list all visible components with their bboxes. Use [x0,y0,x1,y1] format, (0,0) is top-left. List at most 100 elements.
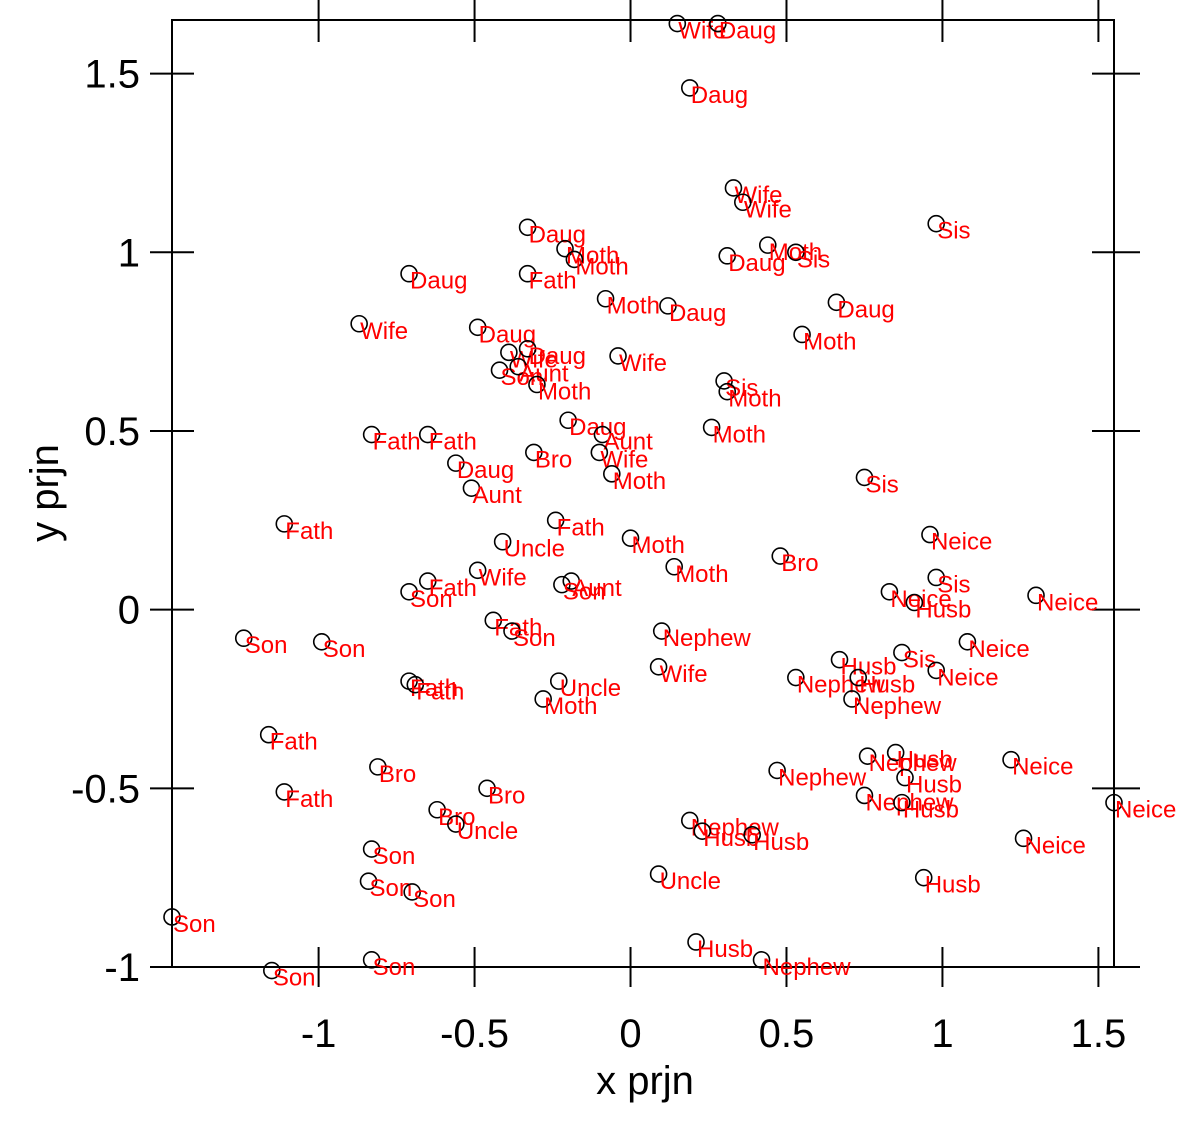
x-tick-label: -1 [301,1012,337,1056]
data-point: Husb [743,825,809,856]
data-point: Neice [927,661,999,691]
data-point: Neice [1014,829,1086,859]
point-marker [500,343,518,362]
point-label: Daug [457,457,514,484]
point-marker [503,622,521,640]
point-label: Daug [728,250,785,277]
data-point: Wife [649,658,708,688]
point-marker [359,872,378,891]
point-marker [849,668,868,687]
data-point: Moth [718,382,782,413]
point-label: Sis [937,571,970,598]
point-label: Fath [270,729,318,756]
point-marker [693,822,712,841]
data-point: Son [163,908,216,938]
data-point: Husb [914,868,981,899]
point-marker [163,908,181,926]
data-point: Fath [259,725,318,756]
data-point: Bro [428,800,475,831]
point-marker [549,672,568,690]
data-point: Nephew [680,811,780,841]
data-point: Son [400,582,453,613]
point-marker [462,479,481,497]
point-marker [927,568,946,587]
data-point: Uncle [447,815,518,845]
point-label: Fath [410,675,458,702]
data-point: Sis [893,643,936,674]
point-marker [418,425,437,444]
data-point: Husb [893,793,959,824]
data-point: Husb [896,768,962,799]
data-point: Nephew [858,747,957,777]
point-label: Daug [669,300,726,327]
point-label: Son [501,364,544,391]
point-label: Wife [734,182,782,209]
point-marker [400,582,418,601]
point-label: Uncle [457,818,518,845]
x-tick-label: 0 [619,1012,641,1056]
point-label: Daug [837,296,894,323]
data-point: Neice [1002,750,1073,781]
point-label: Aunt [603,429,653,456]
point-marker [509,357,528,376]
point-marker [659,297,677,315]
data-point: Son [403,883,456,913]
point-label: Fath [285,518,333,545]
point-marker [914,868,933,887]
point-label: Uncle [504,536,565,563]
point-marker [621,529,640,547]
point-label: Moth [632,532,685,559]
point-label: Husb [915,596,971,623]
point-label: Daug [691,82,748,109]
point-label: Husb [925,872,981,899]
point-marker [1002,750,1020,769]
point-label: Husb [697,936,753,963]
point-label: Fath [285,786,333,813]
point-label: Sis [725,375,758,402]
point-marker [680,811,699,830]
point-label: Bro [379,761,416,788]
data-point: Son [362,951,415,981]
point-marker [609,347,627,365]
point-label: Wife [600,446,648,473]
y-tick-label: 1 [118,231,140,275]
point-marker [546,511,565,530]
data-point: Uncle [649,865,721,895]
point-marker [927,661,946,680]
data-point: Wife [350,314,408,345]
point-label: Nephew [691,814,780,841]
data-point: Daug [680,79,748,109]
point-label: Husb [703,825,759,852]
point-label: Son [373,843,416,870]
point-label: Daug [410,268,467,295]
data-point: Wife [724,179,782,209]
point-label: Uncle [660,868,721,895]
data-point: Fath [518,264,577,295]
point-label: Bro [535,446,572,473]
point-marker [259,725,278,744]
data-point: Son [490,361,544,391]
point-marker [718,247,737,265]
data-point: Wife [500,343,558,373]
point-label: Son [513,625,556,652]
data-point: Daug [518,339,586,370]
point-label: Neice [1012,754,1073,781]
data-point: Nephew [843,690,942,720]
point-marker [447,454,465,472]
data-point: Bro [771,547,819,577]
point-marker [905,593,924,612]
point-marker [312,633,331,651]
point-marker [893,793,911,812]
point-marker [1105,793,1123,812]
point-marker [418,572,437,590]
x-tick-label: 1 [931,1012,953,1056]
point-marker [490,361,509,380]
point-label: Daug [529,221,586,248]
data-point: Son [503,622,556,652]
point-label: Sis [865,471,898,498]
data-point: Fath [400,672,458,702]
point-label: Moth [613,468,666,495]
point-marker [525,443,543,462]
data-point: Son [263,961,316,992]
